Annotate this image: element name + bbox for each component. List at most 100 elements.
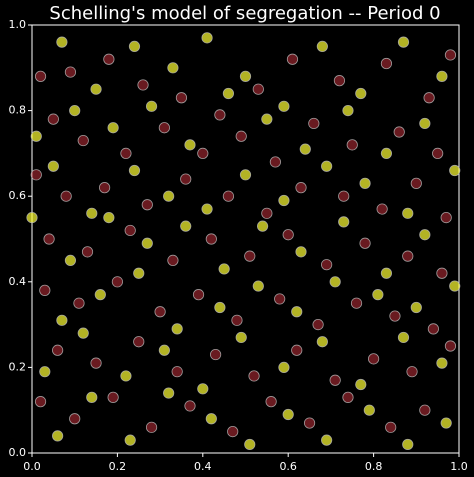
agent-point	[69, 413, 81, 425]
agent-point	[380, 267, 393, 279]
agent-point	[397, 36, 410, 48]
agent-point	[397, 331, 410, 344]
agent-point	[60, 190, 72, 202]
agent-point	[124, 224, 136, 237]
y-tick-label: 0.8	[9, 104, 27, 117]
agent-point	[321, 160, 333, 172]
agent-point	[111, 276, 124, 288]
agent-point	[419, 117, 431, 130]
agent-point	[329, 374, 341, 386]
agent-point	[329, 276, 341, 288]
agent-point	[77, 134, 89, 147]
agent-point	[419, 229, 431, 241]
agent-point	[282, 229, 294, 241]
agent-point	[423, 92, 435, 104]
agent-point	[299, 143, 311, 155]
agent-point	[145, 421, 158, 433]
y-tick-label: 1.0	[9, 18, 27, 31]
x-tick-label: 0.2	[109, 460, 127, 473]
agent-point	[338, 216, 350, 228]
agent-point	[342, 105, 354, 117]
agent-point	[56, 314, 68, 326]
agent-point	[98, 182, 111, 194]
agent-point	[308, 117, 320, 130]
agent-point	[248, 370, 260, 382]
agent-point	[222, 190, 235, 202]
agent-point	[449, 280, 461, 292]
agent-point	[158, 344, 170, 356]
agent-point	[218, 263, 230, 275]
agent-point	[269, 156, 281, 168]
agent-point	[380, 57, 393, 70]
agent-point	[449, 164, 461, 177]
agent-point	[222, 87, 235, 100]
agent-point	[410, 177, 422, 189]
agent-point	[291, 306, 303, 318]
agent-point	[406, 366, 418, 378]
agent-point	[316, 336, 328, 348]
agent-point	[427, 323, 439, 335]
agent-point	[244, 438, 256, 451]
agent-point	[163, 387, 175, 399]
agent-point	[197, 383, 209, 395]
agent-point	[90, 357, 102, 369]
y-tick-label: 0.6	[9, 189, 27, 202]
agent-point	[295, 246, 307, 258]
agent-point	[205, 413, 217, 425]
agent-point	[342, 391, 354, 403]
agent-point	[107, 391, 119, 403]
agent-point	[64, 66, 77, 78]
agent-point	[265, 396, 277, 408]
agent-point	[303, 417, 316, 429]
agent-point	[137, 79, 149, 91]
agent-point	[141, 237, 153, 249]
agent-point	[346, 139, 358, 151]
agent-point	[201, 203, 213, 215]
agent-point	[43, 233, 55, 245]
agent-point	[244, 250, 256, 262]
agent-point	[145, 100, 158, 112]
agent-point	[214, 109, 226, 121]
agent-point	[432, 147, 444, 159]
agent-point	[402, 438, 414, 451]
agent-point	[410, 301, 422, 314]
agent-point	[73, 297, 85, 309]
agent-point	[256, 220, 269, 232]
x-tick-label: 0.8	[365, 460, 383, 473]
agent-point	[124, 434, 136, 446]
agent-point	[205, 233, 217, 245]
agent-point	[312, 318, 324, 331]
agent-point	[239, 70, 252, 82]
y-tick-label: 0.0	[9, 446, 27, 459]
agent-point	[171, 366, 183, 378]
y-tick-label: 0.4	[9, 275, 27, 288]
agent-point	[444, 340, 457, 352]
agent-point	[192, 289, 205, 301]
agent-point	[52, 344, 64, 356]
agent-point	[321, 434, 333, 446]
agent-point	[171, 323, 183, 335]
x-tick-label: 0.0	[23, 460, 41, 473]
agent-point	[355, 378, 367, 391]
agent-point	[47, 160, 59, 172]
agent-point	[372, 289, 384, 301]
agent-point	[355, 87, 367, 100]
agent-point	[376, 203, 388, 215]
agent-point	[436, 70, 448, 82]
agent-point	[291, 344, 303, 356]
agent-point	[197, 147, 209, 159]
x-tick-label: 1.0	[450, 460, 468, 473]
chart-title: Schelling's model of segregation -- Peri…	[49, 3, 440, 24]
agent-point	[141, 199, 153, 211]
agent-point	[436, 267, 448, 279]
agent-point	[201, 32, 213, 44]
agent-point	[367, 353, 380, 365]
agent-point	[86, 207, 98, 219]
agent-point	[47, 113, 59, 125]
agent-point	[274, 293, 286, 305]
agent-point	[419, 404, 431, 416]
agent-point	[235, 331, 247, 344]
agent-point	[252, 280, 264, 292]
y-tick-label: 0.2	[9, 360, 27, 373]
